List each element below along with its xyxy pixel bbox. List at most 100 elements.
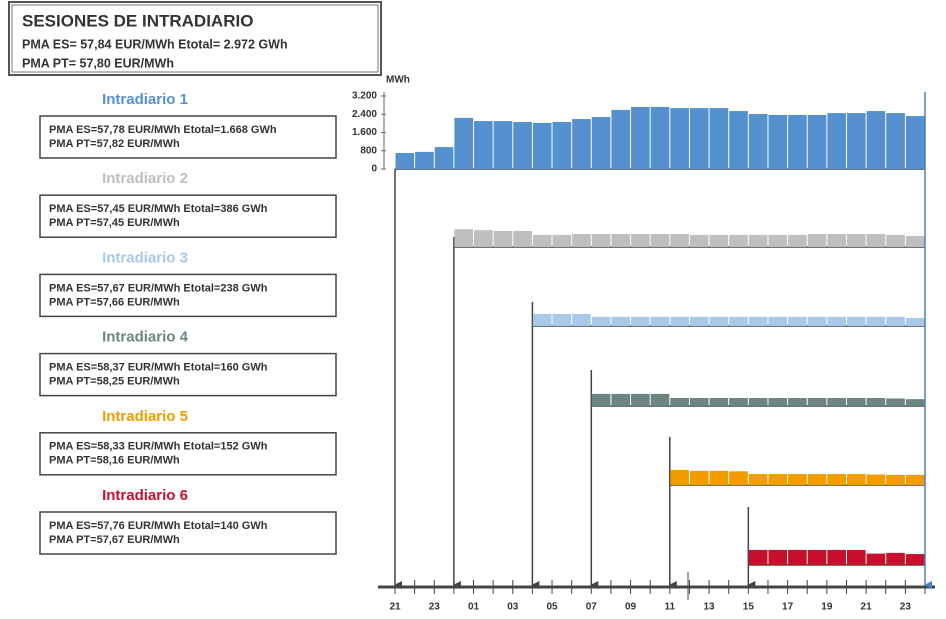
bar (532, 122, 552, 169)
x-tick-label: 03 (507, 602, 519, 613)
bar (788, 234, 807, 247)
bar (866, 111, 886, 169)
bar (434, 147, 454, 169)
bar (788, 549, 807, 565)
bar (827, 316, 846, 326)
bar (886, 234, 905, 247)
bar (611, 393, 631, 406)
bar (807, 549, 827, 565)
bar (591, 393, 611, 406)
series-name: Intradiario 4 (102, 329, 189, 346)
bar (631, 233, 650, 247)
bar (709, 398, 729, 406)
bar (709, 316, 729, 326)
bar (905, 318, 925, 326)
info-line: PMA PT=57,45 EUR/MWh (49, 217, 180, 229)
x-tick-label: 21 (389, 602, 401, 613)
bar (866, 398, 886, 406)
header-box (8, 1, 382, 76)
info-line: PMA PT=58,25 EUR/MWh (49, 376, 180, 388)
series-name: Intradiario 2 (102, 170, 188, 187)
bar (493, 231, 513, 247)
bar (709, 108, 729, 169)
bar (866, 553, 886, 565)
bar (768, 234, 788, 247)
info-line: PMA ES=57,78 EUR/MWh Etotal=1.668 GWh (49, 124, 277, 136)
bar (689, 398, 709, 406)
bar (552, 234, 572, 247)
x-tick-label: 17 (782, 602, 794, 613)
bar (611, 109, 631, 169)
series-name: Intradiario 6 (102, 487, 188, 504)
bar (788, 474, 807, 485)
bar (748, 474, 768, 485)
y-tick-label: 800 (360, 145, 377, 156)
x-tick-label: 13 (704, 602, 716, 613)
bar (846, 398, 866, 406)
bar (788, 398, 807, 406)
bar (513, 231, 532, 247)
bar (729, 471, 748, 485)
bar (631, 393, 650, 406)
series-name: Intradiario 5 (102, 408, 188, 425)
bar (905, 554, 925, 565)
bar (905, 399, 925, 406)
bar (866, 233, 886, 247)
bar (572, 233, 591, 247)
y-tick-label: 2.400 (352, 109, 377, 120)
info-line: PMA ES=57,76 EUR/MWh Etotal=140 GWh (49, 520, 268, 532)
bar (827, 233, 846, 247)
bar (670, 398, 689, 406)
bar (689, 108, 709, 169)
bar (552, 313, 572, 326)
bar (807, 233, 827, 247)
bar (748, 549, 768, 565)
x-tick-label: 05 (546, 602, 558, 613)
info-line: PMA ES=58,37 EUR/MWh Etotal=160 GWh (49, 362, 268, 374)
y-tick-label: 0 (371, 164, 377, 175)
bar (905, 236, 925, 247)
bar (709, 470, 729, 485)
bar (532, 234, 552, 247)
x-tick-label: 19 (821, 602, 833, 613)
bar (572, 313, 591, 326)
bar (650, 393, 670, 406)
info-line: PMA PT=57,82 EUR/MWh (49, 138, 180, 150)
series-name: Intradiario 3 (102, 249, 188, 266)
bar (768, 398, 788, 406)
bar (729, 111, 748, 169)
bar (689, 316, 709, 326)
bar (846, 233, 866, 247)
bar (493, 121, 513, 169)
bar (886, 316, 905, 326)
info-box (39, 273, 337, 318)
info-box (39, 352, 337, 397)
x-tick-label: 11 (665, 602, 676, 613)
bar (474, 230, 493, 247)
info-box (39, 115, 337, 159)
bar (807, 474, 827, 485)
y-tick-label: 1.600 (352, 127, 377, 138)
bar (807, 114, 827, 169)
bar (572, 119, 591, 169)
bar (768, 474, 788, 485)
info-line: PMA PT=57,67 EUR/MWh (49, 534, 180, 546)
bar (591, 316, 611, 326)
bar (689, 234, 709, 247)
bar (395, 153, 415, 169)
bar (650, 106, 670, 169)
bar (846, 113, 866, 169)
bar (729, 398, 748, 406)
bar (768, 114, 788, 169)
bar (650, 233, 670, 247)
bar (454, 117, 474, 169)
y-axis-label: MWh (386, 75, 410, 86)
summary: PMA PT= 57,80 EUR/MWh (22, 56, 174, 70)
info-line: PMA ES=57,45 EUR/MWh Etotal=386 GWh (49, 203, 268, 215)
bar (807, 316, 827, 326)
bar (650, 316, 670, 326)
bar (729, 316, 748, 326)
info-line: PMA PT=57,66 EUR/MWh (49, 296, 180, 308)
bar (591, 116, 611, 169)
